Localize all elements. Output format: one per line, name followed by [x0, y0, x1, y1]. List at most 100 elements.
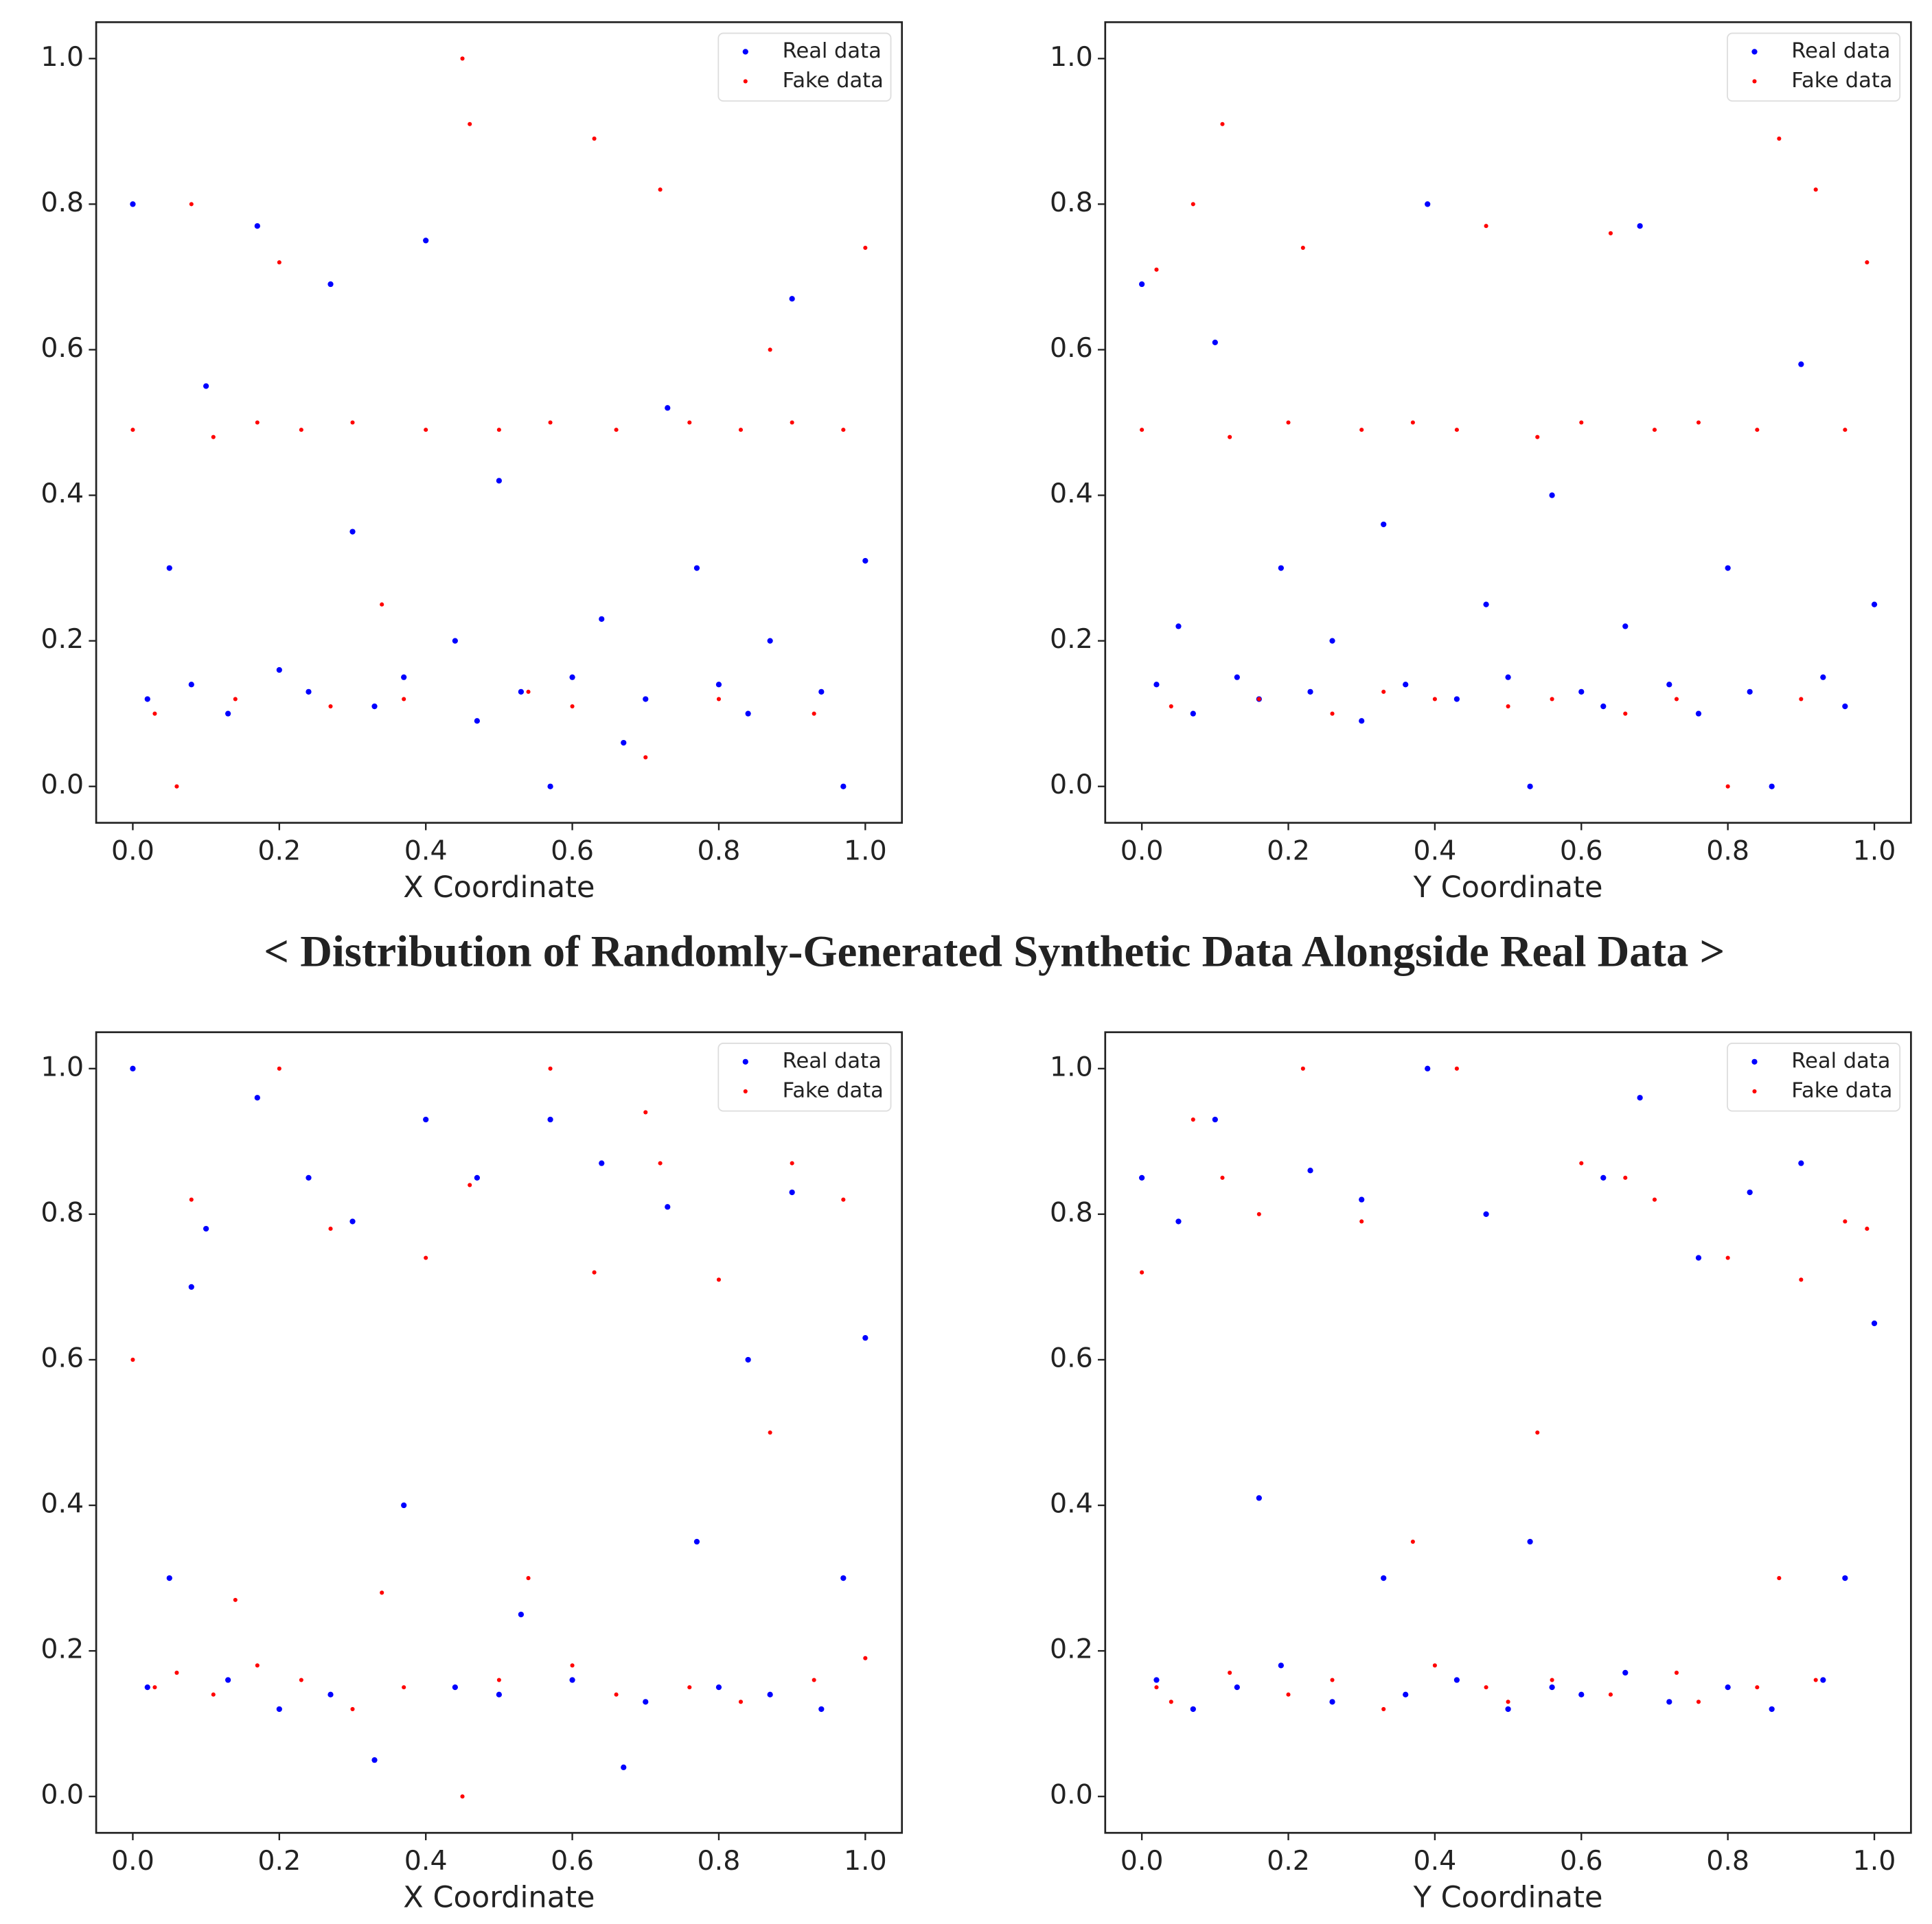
y-tick-label: 0.6: [41, 1342, 84, 1374]
point: [1212, 339, 1218, 345]
point: [1637, 1095, 1643, 1101]
point: [548, 420, 553, 425]
y-tick-label: 0.0: [41, 769, 84, 800]
point: [745, 1356, 751, 1363]
point: [496, 478, 503, 484]
legend-label: Fake data: [783, 1078, 884, 1102]
point: [299, 1678, 303, 1682]
point: [643, 755, 648, 760]
point: [1623, 1175, 1628, 1180]
point: [643, 1699, 649, 1705]
point: [144, 696, 150, 702]
axes-frame: [1104, 1031, 1912, 1834]
point: [1278, 1662, 1284, 1669]
point: [188, 682, 194, 688]
point: [1622, 1669, 1629, 1676]
point: [460, 1794, 465, 1799]
point: [1425, 201, 1431, 207]
point: [130, 1065, 136, 1071]
point: [1300, 1066, 1305, 1071]
y-tick-label: 0.6: [1050, 332, 1093, 364]
point: [402, 1685, 406, 1690]
point: [1527, 783, 1533, 789]
point: [1674, 1670, 1679, 1675]
point: [643, 696, 649, 702]
point: [1843, 1219, 1848, 1224]
point: [1454, 1066, 1459, 1071]
point: [380, 1590, 384, 1595]
point: [166, 1575, 172, 1581]
point: [1578, 688, 1585, 695]
point: [687, 420, 692, 425]
point: [1865, 1227, 1870, 1231]
point: [152, 711, 157, 716]
point: [840, 1575, 847, 1581]
point: [818, 688, 825, 695]
point: [1138, 1174, 1145, 1181]
x-tick-label: 0.4: [404, 1845, 448, 1877]
point: [818, 1706, 825, 1713]
x-tick-label: 0.0: [1120, 835, 1164, 866]
point: [526, 1576, 531, 1581]
point: [350, 420, 355, 425]
point: [548, 1066, 553, 1071]
point: [1425, 1065, 1431, 1071]
x-tick-label: 0.6: [1560, 1845, 1603, 1877]
point: [1695, 1255, 1702, 1261]
point: [1652, 428, 1657, 432]
legend-label: Real data: [783, 1049, 882, 1073]
point: [1381, 521, 1387, 528]
point: [1234, 1684, 1240, 1691]
y-tick-label: 1.0: [1050, 1051, 1093, 1082]
point: [1256, 1495, 1262, 1501]
point: [1725, 1684, 1731, 1691]
point: [1769, 1706, 1775, 1713]
point: [715, 1684, 722, 1691]
point: [1527, 1538, 1533, 1545]
point: [790, 420, 794, 425]
point: [1286, 420, 1291, 425]
point: [1432, 1663, 1437, 1668]
point: [767, 1691, 773, 1697]
point: [1799, 1277, 1804, 1282]
point: [1154, 1685, 1159, 1690]
point: [233, 697, 238, 702]
point: [1608, 231, 1613, 235]
point: [1578, 1691, 1585, 1697]
y-tick-label: 0.2: [1050, 1634, 1093, 1665]
point: [211, 1692, 216, 1697]
point: [547, 1116, 553, 1123]
point: [1549, 1684, 1555, 1691]
point: [840, 783, 847, 789]
point: [474, 718, 481, 724]
y-tick-label: 1.0: [1050, 41, 1093, 73]
legend-marker: [743, 79, 748, 84]
point: [1505, 674, 1511, 680]
point: [592, 136, 597, 141]
point: [1549, 492, 1555, 498]
point: [1410, 420, 1415, 425]
point: [863, 245, 868, 251]
point: [1842, 1575, 1848, 1581]
point: [665, 405, 671, 411]
point: [716, 1277, 722, 1282]
point: [254, 223, 260, 229]
point: [768, 1430, 772, 1435]
point: [1256, 1212, 1261, 1216]
point: [526, 689, 531, 694]
point: [1220, 1175, 1225, 1180]
point: [130, 428, 135, 432]
point: [665, 1204, 671, 1210]
point: [189, 202, 194, 207]
x-tick-label: 0.8: [698, 1845, 741, 1877]
legend-marker: [1752, 1089, 1757, 1093]
point: [614, 428, 619, 432]
point: [203, 383, 209, 389]
point: [424, 428, 428, 432]
point: [401, 1502, 407, 1509]
x-tick-label: 0.0: [111, 835, 154, 866]
point: [1798, 361, 1804, 367]
point: [1813, 1678, 1818, 1682]
y-tick-label: 1.0: [41, 1051, 84, 1082]
